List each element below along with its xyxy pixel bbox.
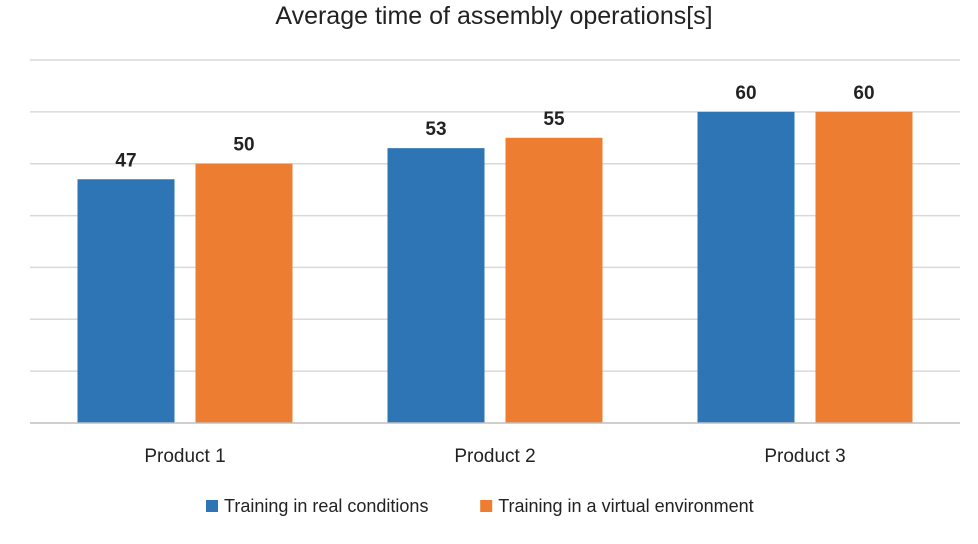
legend-label: Training in real conditions bbox=[224, 496, 428, 516]
legend: Training in real conditions Training in a… bbox=[206, 496, 754, 516]
data-labels: 47 50 53 55 60 60 bbox=[115, 83, 874, 171]
data-label: 60 bbox=[735, 83, 756, 104]
legend-swatch bbox=[206, 500, 218, 512]
x-axis: Product 1 Product 2 Product 3 bbox=[30, 422, 960, 467]
bar-virtual-2 bbox=[505, 137, 603, 424]
data-label: 50 bbox=[233, 135, 254, 156]
x-tick-label: Product 3 bbox=[764, 446, 845, 467]
data-label: 60 bbox=[853, 83, 874, 104]
bar-virtual-3 bbox=[815, 111, 913, 423]
legend-label: Training in a virtual environment bbox=[498, 496, 753, 516]
bar-virtual-1 bbox=[195, 163, 293, 423]
x-tick-label: Product 1 bbox=[144, 446, 225, 467]
bars bbox=[77, 111, 913, 424]
data-label: 55 bbox=[543, 109, 565, 130]
x-tick-label: Product 2 bbox=[454, 446, 535, 467]
bar-real-2 bbox=[387, 148, 485, 423]
data-label: 47 bbox=[115, 150, 136, 171]
bar-real-1 bbox=[77, 179, 175, 423]
legend-swatch bbox=[480, 500, 493, 512]
chart-title: Average time of assembly operations[s] bbox=[275, 2, 712, 30]
gridlines bbox=[30, 59, 960, 372]
bar-real-3 bbox=[697, 111, 795, 423]
data-label: 53 bbox=[425, 119, 446, 140]
